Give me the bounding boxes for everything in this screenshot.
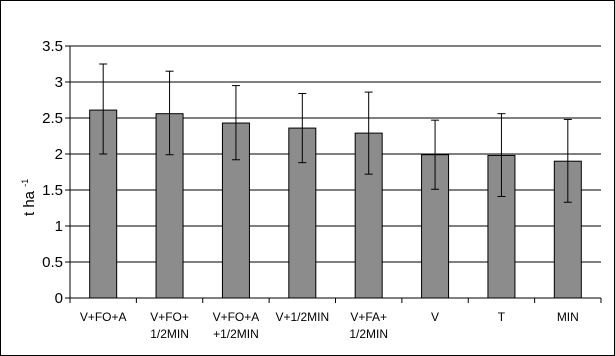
axes <box>65 45 602 303</box>
y-tick-label: 0.5 <box>42 254 63 271</box>
x-tick-label: V+FO+ 1/2MIN <box>150 310 189 341</box>
x-tick-label-line: 1/2MIN <box>349 327 388 341</box>
x-tick-label-line: T <box>498 310 506 324</box>
x-tick-labels: V+FO+A V+FO+ 1/2MIN V+FO+A +1/2MIN V+1/2MIN V+… <box>80 310 579 341</box>
x-tick-label-line: V+FA+ <box>350 310 387 324</box>
y-axis-label-text: t ha <box>21 190 38 216</box>
y-tick-label: 1.5 <box>42 182 63 199</box>
x-tick-label: V+FO+A +1/2MIN <box>213 310 260 341</box>
x-tick-label-line: V <box>431 310 439 324</box>
x-tick-label-line: MIN <box>557 310 579 324</box>
bar <box>421 154 450 299</box>
x-tick-label-line: V+FO+A <box>80 310 127 324</box>
x-tick-label: V <box>431 310 439 324</box>
y-tick-label: 1 <box>55 218 63 235</box>
error-bars <box>99 63 572 203</box>
y-axis-label: t ha -1 <box>20 179 38 216</box>
x-tick-label-line: +1/2MIN <box>213 327 259 341</box>
x-tick-label: V+1/2MIN <box>275 310 329 324</box>
gridlines <box>70 45 601 263</box>
y-tick-label: 0 <box>55 290 63 307</box>
x-tick-label-line: V+1/2MIN <box>275 310 329 324</box>
y-tick-label: 3.5 <box>42 38 63 55</box>
x-tick-label: T <box>498 310 506 324</box>
y-tick-labels: 0 0.5 1 1.5 2 2.5 3 3.5 <box>42 38 63 307</box>
x-tick-label: MIN <box>557 310 579 324</box>
bars <box>89 109 582 299</box>
y-axis-label-superscript: -1 <box>20 179 30 187</box>
x-tick-label-line: V+FO+A <box>213 310 260 324</box>
x-tick-label-line: 1/2MIN <box>150 327 189 341</box>
y-tick-label: 2 <box>55 146 63 163</box>
y-tick-label: 2.5 <box>42 110 63 127</box>
bar <box>487 154 516 299</box>
x-tick-label-line: V+FO+ <box>150 310 189 324</box>
x-tick-label: V+FA+ 1/2MIN <box>349 310 388 341</box>
y-tick-label: 3 <box>55 74 63 91</box>
x-tick-label: V+FO+A <box>80 310 127 324</box>
